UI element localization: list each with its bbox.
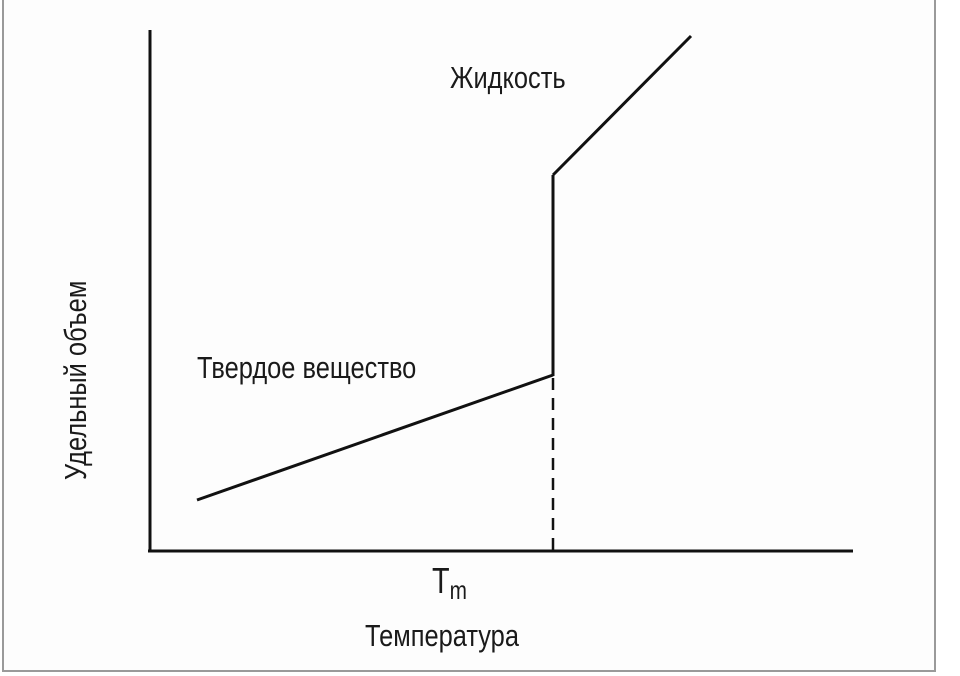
solid-label: Твердое вещество [197, 350, 417, 385]
tm-subscript: m [449, 575, 467, 605]
liquid-label: Жидкость [450, 60, 566, 95]
solid-line [196, 373, 554, 502]
tm-main: T [432, 560, 450, 601]
liquid-line [551, 34, 693, 177]
melting-temperature-label: Tm [432, 560, 467, 606]
y-axis-label: Удельный объем [58, 280, 93, 480]
figure-frame [2, 0, 936, 672]
x-axis-label: Температура [365, 618, 519, 653]
